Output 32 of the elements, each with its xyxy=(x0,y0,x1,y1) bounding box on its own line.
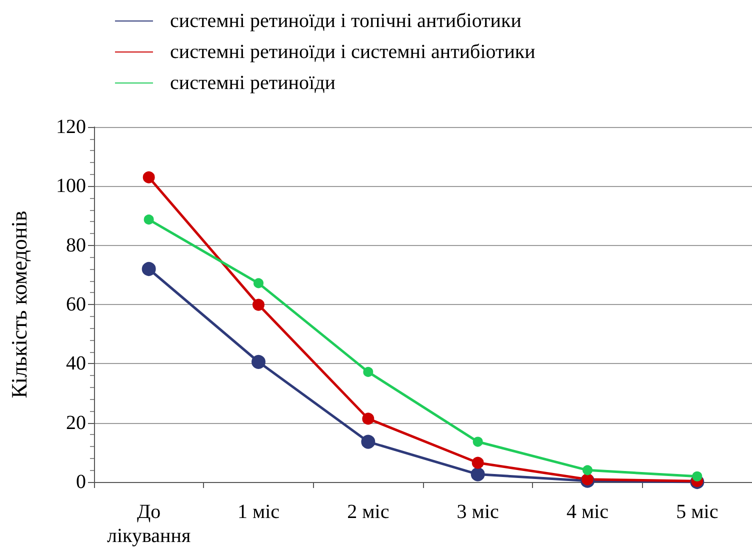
x-tick-label: До лікування xyxy=(107,501,191,547)
point xyxy=(254,278,264,288)
x-tick-label: 1 міс xyxy=(237,501,280,523)
y-axis-title: Кількість комедонів xyxy=(6,210,32,398)
point xyxy=(363,366,374,377)
y-tick-label: 120 xyxy=(56,116,86,138)
point xyxy=(472,456,484,469)
x-tick-label: 5 міс xyxy=(676,501,718,523)
point xyxy=(582,473,594,486)
x-tick-label: 2 міс xyxy=(347,501,390,523)
point xyxy=(470,467,485,482)
y-tick-label: 80 xyxy=(66,234,86,256)
x-tick-label: 3 міс xyxy=(456,501,499,523)
y-tick-label: 0 xyxy=(76,471,86,493)
point xyxy=(472,436,483,447)
point xyxy=(252,298,264,311)
point xyxy=(142,262,156,276)
legend-label: системні ретиноїди xyxy=(170,72,336,94)
point xyxy=(692,471,702,482)
point xyxy=(252,354,266,369)
y-tick-label: 20 xyxy=(66,412,86,434)
point xyxy=(362,412,374,425)
y-tick-label: 100 xyxy=(56,175,86,198)
y-tick-label: 60 xyxy=(66,294,86,316)
y-tick-label: 40 xyxy=(66,352,86,375)
legend-label: системні ретиноїди і топічні антибіотики xyxy=(170,10,522,32)
legend-label: системні ретиноїди і системні антибіотики xyxy=(170,41,536,63)
point xyxy=(144,214,154,225)
point xyxy=(142,171,155,184)
point xyxy=(361,434,376,449)
point xyxy=(582,465,592,476)
x-tick-label: 4 міс xyxy=(566,501,609,523)
